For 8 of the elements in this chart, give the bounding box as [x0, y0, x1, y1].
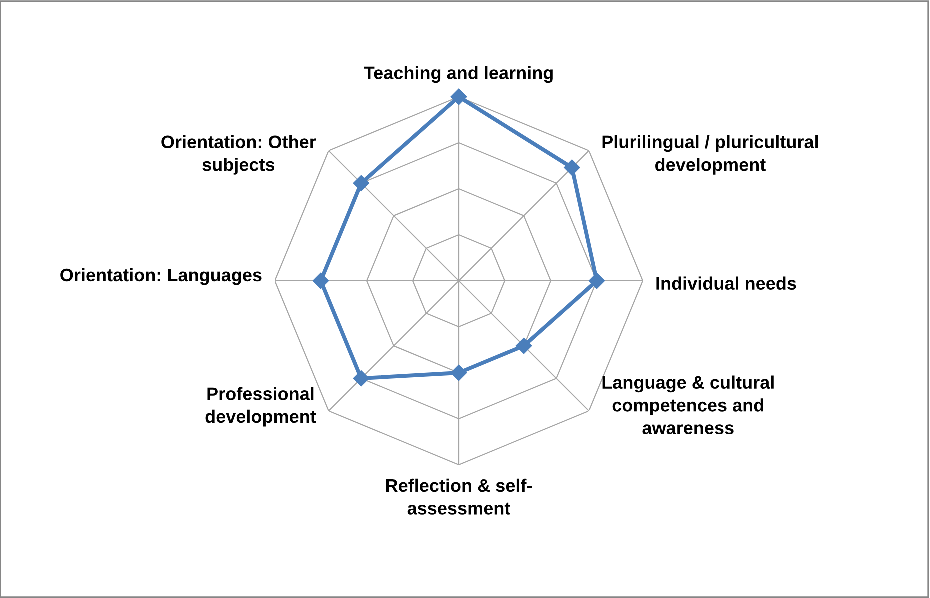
spoke-label: Plurilingual / pluricultural development: [602, 135, 818, 175]
spoke-label: Orientation: Other subjects: [162, 135, 316, 175]
spoke-label: Teaching and learning: [364, 66, 553, 84]
spoke-label: Individual needs: [656, 276, 796, 290]
spoke-label: Reflection & self- assessment: [386, 478, 532, 515]
spoke-label: Orientation: Languages: [60, 268, 262, 286]
spoke-label: Language & cultural competences and awareness: [602, 376, 774, 435]
spoke-label: Professional development: [206, 387, 316, 427]
